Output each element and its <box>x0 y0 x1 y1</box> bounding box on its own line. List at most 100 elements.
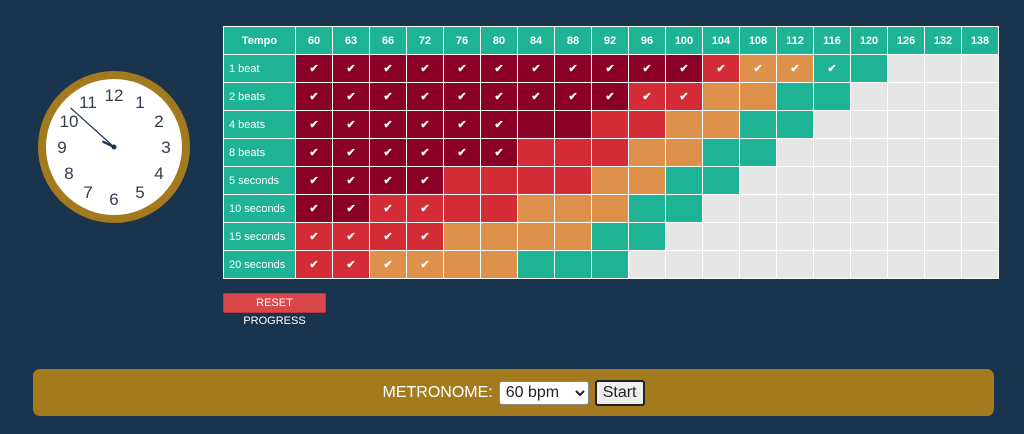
progress-cell[interactable]: ✔ <box>480 110 518 139</box>
progress-cell[interactable]: ✔ <box>406 54 444 83</box>
progress-cell[interactable] <box>887 138 925 167</box>
progress-cell[interactable] <box>554 222 592 251</box>
progress-cell[interactable] <box>480 166 518 195</box>
progress-cell[interactable] <box>591 138 629 167</box>
progress-cell[interactable]: ✔ <box>665 54 703 83</box>
progress-cell[interactable] <box>850 110 888 139</box>
progress-cell[interactable] <box>850 222 888 251</box>
progress-cell[interactable]: ✔ <box>406 250 444 279</box>
progress-cell[interactable]: ✔ <box>480 54 518 83</box>
progress-cell[interactable]: ✔ <box>702 54 740 83</box>
progress-cell[interactable] <box>702 82 740 111</box>
progress-cell[interactable] <box>850 194 888 223</box>
progress-cell[interactable] <box>924 194 962 223</box>
progress-cell[interactable]: ✔ <box>332 82 370 111</box>
progress-cell[interactable] <box>887 166 925 195</box>
progress-cell[interactable] <box>961 194 999 223</box>
progress-cell[interactable]: ✔ <box>517 54 555 83</box>
progress-cell[interactable] <box>443 194 481 223</box>
progress-cell[interactable] <box>850 54 888 83</box>
progress-cell[interactable] <box>924 166 962 195</box>
progress-cell[interactable] <box>702 138 740 167</box>
progress-cell[interactable] <box>480 222 518 251</box>
progress-cell[interactable] <box>554 138 592 167</box>
progress-cell[interactable] <box>517 166 555 195</box>
progress-cell[interactable] <box>887 82 925 111</box>
progress-cell[interactable] <box>628 250 666 279</box>
progress-cell[interactable] <box>702 166 740 195</box>
progress-cell[interactable]: ✔ <box>443 138 481 167</box>
progress-cell[interactable] <box>739 110 777 139</box>
progress-cell[interactable] <box>850 250 888 279</box>
progress-cell[interactable] <box>739 138 777 167</box>
progress-cell[interactable]: ✔ <box>591 82 629 111</box>
progress-cell[interactable]: ✔ <box>443 54 481 83</box>
progress-cell[interactable]: ✔ <box>480 138 518 167</box>
progress-cell[interactable]: ✔ <box>332 194 370 223</box>
progress-cell[interactable] <box>813 166 851 195</box>
progress-cell[interactable]: ✔ <box>369 222 407 251</box>
progress-cell[interactable] <box>850 138 888 167</box>
progress-cell[interactable] <box>628 138 666 167</box>
progress-cell[interactable]: ✔ <box>332 250 370 279</box>
progress-cell[interactable] <box>517 222 555 251</box>
progress-cell[interactable] <box>665 194 703 223</box>
progress-cell[interactable] <box>924 222 962 251</box>
progress-cell[interactable]: ✔ <box>332 222 370 251</box>
progress-cell[interactable] <box>443 250 481 279</box>
progress-cell[interactable] <box>776 194 814 223</box>
progress-cell[interactable]: ✔ <box>295 138 333 167</box>
progress-cell[interactable] <box>887 54 925 83</box>
progress-cell[interactable]: ✔ <box>813 54 851 83</box>
progress-cell[interactable]: ✔ <box>480 82 518 111</box>
progress-cell[interactable] <box>924 250 962 279</box>
progress-cell[interactable] <box>739 82 777 111</box>
progress-cell[interactable] <box>961 82 999 111</box>
progress-cell[interactable] <box>702 194 740 223</box>
progress-cell[interactable]: ✔ <box>369 54 407 83</box>
progress-cell[interactable] <box>887 194 925 223</box>
progress-cell[interactable]: ✔ <box>406 166 444 195</box>
progress-cell[interactable] <box>813 138 851 167</box>
progress-cell[interactable]: ✔ <box>369 110 407 139</box>
progress-cell[interactable] <box>628 222 666 251</box>
progress-cell[interactable]: ✔ <box>406 82 444 111</box>
progress-cell[interactable] <box>665 110 703 139</box>
progress-cell[interactable] <box>517 110 555 139</box>
progress-cell[interactable] <box>813 250 851 279</box>
progress-cell[interactable] <box>591 166 629 195</box>
progress-cell[interactable] <box>591 194 629 223</box>
progress-cell[interactable]: ✔ <box>628 82 666 111</box>
progress-cell[interactable] <box>887 250 925 279</box>
reset-progress-button[interactable]: RESET PROGRESS <box>223 293 326 327</box>
progress-cell[interactable]: ✔ <box>443 110 481 139</box>
progress-cell[interactable] <box>665 222 703 251</box>
progress-cell[interactable]: ✔ <box>295 110 333 139</box>
progress-cell[interactable] <box>702 110 740 139</box>
progress-cell[interactable] <box>665 138 703 167</box>
progress-cell[interactable] <box>813 222 851 251</box>
progress-cell[interactable]: ✔ <box>332 138 370 167</box>
progress-cell[interactable]: ✔ <box>369 82 407 111</box>
progress-cell[interactable]: ✔ <box>295 222 333 251</box>
progress-cell[interactable] <box>628 194 666 223</box>
progress-cell[interactable] <box>628 166 666 195</box>
progress-cell[interactable]: ✔ <box>591 54 629 83</box>
progress-cell[interactable] <box>776 250 814 279</box>
progress-cell[interactable] <box>702 250 740 279</box>
progress-cell[interactable]: ✔ <box>295 250 333 279</box>
progress-cell[interactable]: ✔ <box>295 166 333 195</box>
progress-cell[interactable] <box>665 250 703 279</box>
progress-cell[interactable]: ✔ <box>554 82 592 111</box>
progress-cell[interactable]: ✔ <box>406 194 444 223</box>
progress-cell[interactable] <box>887 110 925 139</box>
progress-cell[interactable]: ✔ <box>406 138 444 167</box>
progress-cell[interactable] <box>961 250 999 279</box>
progress-cell[interactable]: ✔ <box>739 54 777 83</box>
progress-cell[interactable] <box>591 110 629 139</box>
progress-cell[interactable] <box>554 194 592 223</box>
progress-cell[interactable]: ✔ <box>295 82 333 111</box>
progress-cell[interactable] <box>887 222 925 251</box>
progress-cell[interactable] <box>813 110 851 139</box>
progress-cell[interactable]: ✔ <box>295 54 333 83</box>
